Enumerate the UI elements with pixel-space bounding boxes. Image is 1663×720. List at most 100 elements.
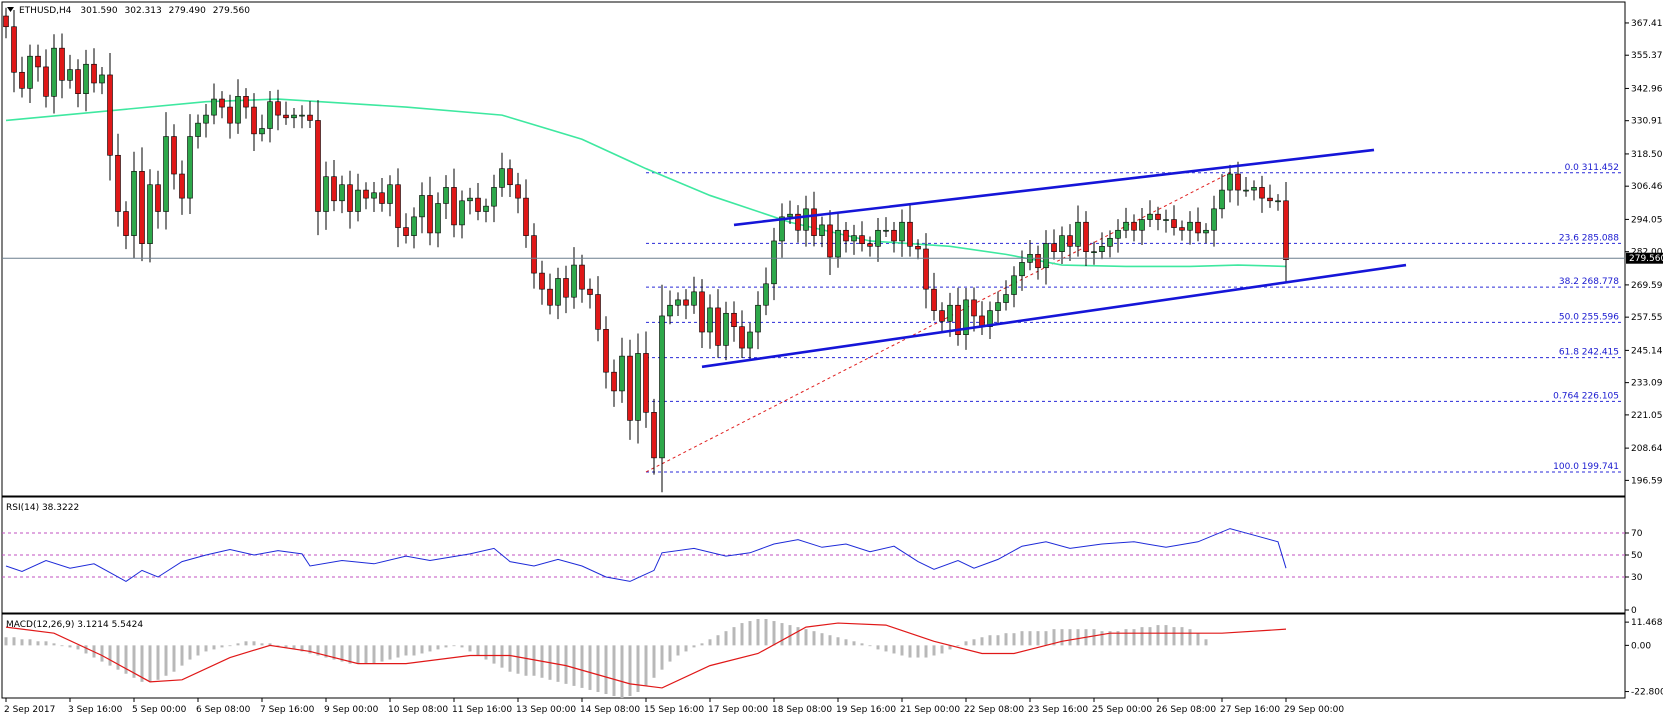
macd-histogram-bar xyxy=(972,639,976,646)
macd-histogram-bar xyxy=(60,645,64,647)
macd-histogram-bar xyxy=(356,645,360,664)
candle-body xyxy=(403,227,409,236)
macd-histogram-bar xyxy=(148,645,152,682)
menu-triangle-icon[interactable] xyxy=(7,7,14,12)
macd-histogram-bar xyxy=(1172,627,1176,646)
macd-histogram-bar xyxy=(1052,629,1056,646)
macd-histogram-bar xyxy=(596,645,600,692)
candle-body xyxy=(835,229,841,258)
rsi-panel: 70 50 30 0 RSI(14) 38.3222 xyxy=(1,496,1643,616)
candle-body xyxy=(1043,243,1049,269)
candle-body xyxy=(251,106,257,135)
macd-histogram-bar xyxy=(980,637,984,646)
candle-body xyxy=(1251,187,1257,191)
macd-tick-label: 0.00 xyxy=(1631,641,1651,651)
macd-histogram-bar xyxy=(748,621,752,646)
macd-histogram-bar xyxy=(1020,631,1024,646)
candle-body xyxy=(1243,189,1249,192)
candle-body xyxy=(1275,200,1281,203)
macd-histogram-bar xyxy=(508,645,512,672)
macd-histogram-bar xyxy=(516,645,520,674)
macd-histogram-bar xyxy=(1028,631,1032,646)
candle-body xyxy=(539,272,545,290)
candle-body xyxy=(1115,229,1121,239)
macd-histogram-bar xyxy=(220,645,224,648)
candle-body xyxy=(1091,251,1097,253)
price-tick-label: 330.915 xyxy=(1631,117,1663,127)
candle-body xyxy=(363,189,369,199)
candle-body xyxy=(547,288,553,306)
macd-histogram-bar xyxy=(292,645,296,650)
macd-histogram-bar xyxy=(500,645,504,668)
candle-body xyxy=(707,307,713,333)
candle-body xyxy=(315,120,321,212)
candle-body xyxy=(1163,219,1169,221)
candle-body xyxy=(67,69,73,81)
candle-body xyxy=(43,66,49,97)
macd-histogram-bar xyxy=(212,645,216,650)
macd-label: MACD(12,26,9) 3.1214 5.5424 xyxy=(6,620,143,630)
macd-histogram-bar xyxy=(260,643,264,646)
macd-histogram-bar xyxy=(876,645,880,650)
candle-body xyxy=(475,197,481,212)
macd-tick-label: 11.4687 xyxy=(1631,618,1663,628)
macd-histogram-bar xyxy=(1204,639,1208,646)
macd-histogram-bar xyxy=(492,645,496,664)
macd-histogram-bar xyxy=(564,645,568,684)
price-axis: 367.415 355.370 342.960 330.915 318.505 306.4… xyxy=(1625,19,1663,486)
macd-histogram-bar xyxy=(948,645,952,650)
price-tick-label: 306.460 xyxy=(1631,182,1663,192)
candle-body xyxy=(11,26,17,73)
macd-histogram-bar xyxy=(1132,629,1136,646)
macd-histogram-bar xyxy=(316,645,320,656)
macd-panel-frame xyxy=(1,613,1626,699)
macd-histogram-bar xyxy=(52,643,56,646)
time-tick-label: 3 Sep 16:00 xyxy=(68,705,123,715)
macd-histogram-bar xyxy=(532,645,536,676)
candle-body xyxy=(851,235,857,242)
candle-body xyxy=(931,288,937,311)
rsi-tick-label: 70 xyxy=(1631,529,1643,539)
fib-level-label: 0.764 226.105 xyxy=(1553,391,1619,401)
time-tick-label: 2 Sep 2017 xyxy=(4,705,55,715)
macd-histogram-bar xyxy=(4,637,8,646)
candle-body xyxy=(139,171,145,244)
macd-histogram-bar xyxy=(1148,627,1152,646)
candle-body xyxy=(1083,221,1089,252)
macd-histogram-bar xyxy=(1076,629,1080,646)
price-tick-label: 318.505 xyxy=(1631,150,1663,160)
candle-body xyxy=(1075,221,1081,247)
rsi-tick-label: 50 xyxy=(1631,551,1643,561)
macd-histogram-bar xyxy=(36,641,40,646)
time-tick-label: 25 Sep 00:00 xyxy=(1092,705,1152,715)
candle-body xyxy=(611,371,617,392)
time-tick-label: 29 Sep 00:00 xyxy=(1284,705,1344,715)
macd-histogram-bar xyxy=(636,645,640,692)
candle-body xyxy=(3,15,9,28)
candle-body xyxy=(1155,213,1161,220)
candle-body xyxy=(667,304,673,317)
price-tick-label: 355.370 xyxy=(1631,51,1663,61)
current-price-marker: 279.560 xyxy=(2,252,1663,264)
candle-body xyxy=(731,312,737,327)
macd-histogram-bar xyxy=(740,623,744,646)
candle-body xyxy=(1059,235,1065,252)
candle-body xyxy=(51,47,57,97)
candle-body xyxy=(195,122,201,137)
candle-body xyxy=(1283,200,1289,261)
time-tick-label: 21 Sep 00:00 xyxy=(900,705,960,715)
macd-histogram-bar xyxy=(868,645,872,647)
macd-histogram-bar xyxy=(476,645,480,656)
candle-body xyxy=(323,176,329,212)
macd-histogram-bar xyxy=(364,645,368,664)
candle-body xyxy=(419,195,425,218)
candle-body xyxy=(387,184,393,204)
candle-body xyxy=(843,229,849,242)
candle-body xyxy=(1139,219,1145,231)
price-tick-label: 282.005 xyxy=(1631,248,1663,258)
macd-histogram-bar xyxy=(396,645,400,658)
price-tick-label: 196.595 xyxy=(1631,476,1663,486)
macd-panel: 11.4687 0.00 -22.8003 MACD(12,26,9) 3.1214… xyxy=(1,613,1663,699)
